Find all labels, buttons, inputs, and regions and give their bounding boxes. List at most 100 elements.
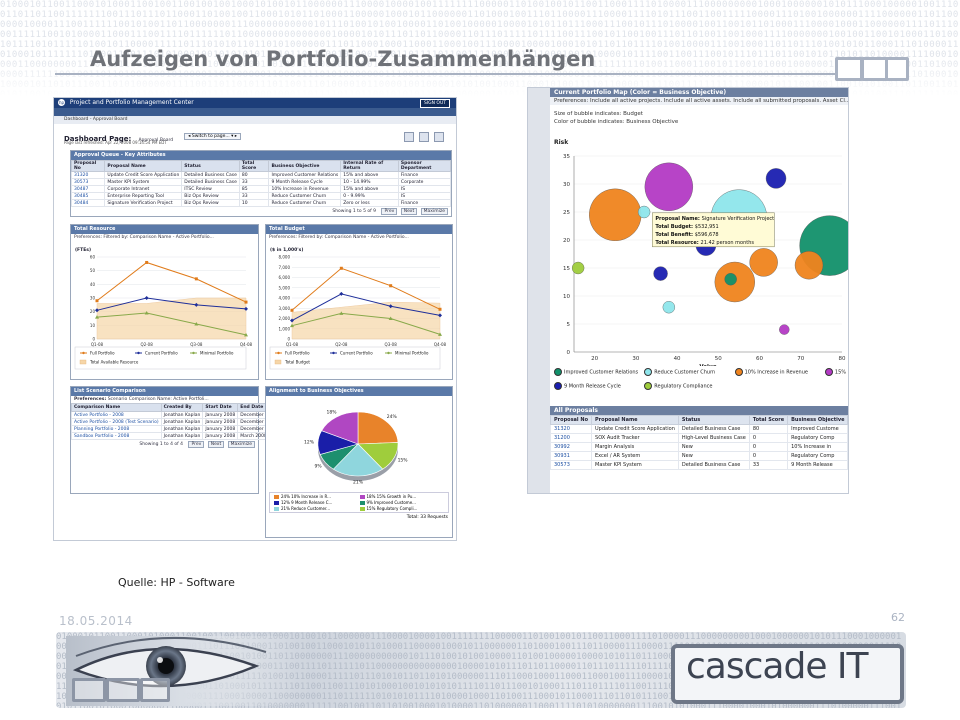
approval-queue-cell: 15% and above (340, 185, 399, 193)
table-row[interactable]: 31200 SOX Audit Tracker High-Level Busines… (549, 433, 848, 443)
data-point (388, 316, 393, 320)
data-point (95, 308, 99, 313)
data-point (438, 313, 442, 318)
x-axis-title: Value (699, 364, 716, 366)
binary-background: 0100010110011000101000110010011001001001… (0, 0, 960, 96)
scenario-cell[interactable]: Active Portfolio - 2008 (Test Scenario) (71, 418, 162, 426)
pie-legend-item: 21% Reduce Customer... (274, 506, 359, 511)
table-row[interactable]: Active Portfolio - 2008 (Test Scenario) J… (71, 418, 280, 426)
table-row[interactable]: 31320 Update Credit Score Application Deta… (549, 424, 848, 434)
sign-out-button[interactable]: SIGN OUT (419, 99, 450, 108)
total-budget-title: Total Budget (266, 225, 452, 234)
legend-swatch (644, 368, 653, 376)
bubble-legend-item: 9 Month Release Cycle (550, 382, 640, 394)
page-number: 62 (891, 611, 905, 624)
legend-swatch (359, 501, 365, 505)
approval-queue-header-3[interactable]: Total Score (238, 160, 270, 172)
edit-icon[interactable] (403, 132, 414, 142)
approval-queue-cell: 80 (238, 171, 270, 179)
table-row[interactable]: 30484 Signature Verification Project Biz O… (70, 199, 452, 207)
y-tick-label: 2,000 (279, 316, 291, 321)
table-row[interactable]: 30487 Corporate Intranet ITSC Review 85 10% … (70, 185, 452, 193)
series-line-2 (291, 312, 441, 335)
all-proposals-cell: High-Level Business Case (677, 433, 750, 443)
table-row[interactable]: Planning Portfolio - 2008 Jonathan Kaplan… (71, 425, 280, 433)
x-tick-label: 30 (632, 356, 639, 362)
portfolio-map-legend: Improved Customer Relations Reduce Custom… (550, 368, 848, 394)
scenario-prev-button[interactable]: Prev (188, 441, 205, 448)
legend-label: Minimal Portfolio (200, 351, 234, 356)
approval-queue-cell[interactable]: 30487 (70, 185, 106, 193)
legend-marker (137, 351, 140, 355)
all-proposals-header-4[interactable]: Business Objective (787, 415, 848, 425)
next-button[interactable]: Next (400, 208, 418, 215)
scenario-header-0[interactable]: Comparison Name (71, 403, 162, 412)
scenario-maximize-button[interactable]: Maximize (227, 441, 255, 448)
scenario-next-button[interactable]: Next (207, 441, 225, 448)
portfolio-map-portlet: Current Portfolio Map (Color = Business … (550, 88, 848, 378)
approval-queue-header-0[interactable]: Proposal No (70, 160, 106, 172)
tooltip-key: Total Resource: (655, 240, 700, 246)
table-row[interactable]: Sandbox Portfolio - 2008 Jonathan Kaplan J… (71, 432, 280, 440)
table-row[interactable]: 30485 Enterprise Reporting Tool Biz Ops Re… (70, 192, 452, 200)
approval-queue-cell[interactable]: 30484 (70, 199, 106, 207)
all-proposals-cell[interactable]: 30573 (549, 460, 593, 470)
approval-queue-cell: Signature Verification Project (104, 199, 183, 207)
approval-queue-header-1[interactable]: Proposal Name (104, 160, 183, 172)
legend-swatch (274, 507, 279, 511)
pie-slice-label: 21% (353, 480, 364, 486)
all-proposals-cell: Update Credit Score Application (591, 424, 679, 434)
approval-queue-header-4[interactable]: Business Objective (268, 160, 342, 172)
switch-page-select[interactable]: ◂ Switch to page... ▾ ▸ (184, 133, 242, 140)
ppm-dashboard-screenshot: hp Project and Portfolio Management Cent… (53, 97, 457, 541)
scenario-cell[interactable]: Planning Portfolio - 2008 (71, 425, 162, 433)
all-proposals-cell[interactable]: 31320 (549, 424, 593, 434)
data-point (144, 296, 149, 300)
table-row[interactable]: 30931 Excel / AR System New 0 Regulatory Com… (549, 451, 848, 461)
all-proposals-cell: 10% Increase in (787, 442, 848, 452)
legend-swatch (644, 382, 653, 390)
approval-queue-cell: Biz Ops Review (181, 199, 240, 207)
all-proposals-cell[interactable]: 31200 (549, 433, 593, 443)
y-tick-label: 6,000 (279, 275, 291, 280)
all-proposals-cell: 0 (748, 451, 789, 461)
approval-queue-header-5[interactable]: Internal Rate of Return (340, 160, 399, 172)
y-tick-label: 30 (90, 296, 96, 301)
table-row[interactable]: 30992 Margin Analysis New 0 10% Increase in (549, 442, 848, 452)
table-row[interactable]: 30573 Master KPI System Detailed Business … (549, 460, 848, 470)
x-tick-label: Q2-08 (335, 342, 348, 347)
bubble (589, 188, 642, 242)
settings-icon[interactable] (434, 132, 444, 142)
approval-queue-header-2[interactable]: Status (181, 160, 240, 172)
portfolio-map-prefs: Preferences: Include all active projects… (550, 97, 848, 105)
scenario-cell[interactable]: Sandbox Portfolio - 2008 (71, 432, 162, 440)
scenario-cell[interactable]: Active Portfolio - 2008 (71, 411, 162, 419)
table-row[interactable]: 30573 Master KPI System Detailed Business … (70, 178, 452, 186)
dashboard-toolbar: Dashboard Page: Approval Board ◂ Switch … (54, 124, 456, 143)
maximize-button[interactable]: Maximize (420, 208, 448, 215)
prev-button[interactable]: Prev (381, 208, 398, 215)
all-proposals-header-2[interactable]: Status (677, 415, 750, 425)
all-proposals-header-1[interactable]: Proposal Name (591, 415, 679, 425)
hp-logo-icon: hp (58, 99, 65, 106)
approval-queue-cell[interactable]: 30485 (70, 192, 106, 200)
series-line-2 (96, 312, 247, 336)
approval-queue-cell: Reduce Customer Churn (268, 192, 342, 200)
total-resource-portlet: Total Resource Preferences: Filtered by:… (70, 224, 259, 380)
scenario-header-2[interactable]: Start Date (202, 403, 239, 412)
approval-queue-cell[interactable]: 30573 (70, 178, 106, 186)
all-proposals-header-0[interactable]: Proposal No (549, 415, 593, 425)
approval-queue-header-6[interactable]: Sponsor Department (397, 160, 452, 172)
refresh-icon[interactable] (418, 132, 429, 142)
all-proposals-cell[interactable]: 30992 (549, 442, 593, 452)
scenario-header-1[interactable]: Created By (160, 403, 204, 412)
all-proposals-header-3[interactable]: Total Score (748, 415, 789, 425)
all-proposals-cell[interactable]: 30931 (549, 451, 593, 461)
pie-legend-item: 12% 9 Month Release C... (274, 500, 359, 505)
table-row[interactable]: Active Portfolio - 2008 Jonathan Kaplan Ja… (71, 411, 280, 419)
legend-label: 18% 15% Growth in Pu... (366, 494, 417, 499)
all-proposals-cell: Regulatory Comp (787, 433, 848, 443)
series-line-0 (96, 261, 247, 303)
approval-queue-cell[interactable]: 31320 (70, 171, 106, 179)
table-row[interactable]: 31320 Update Credit Score Application Deta… (70, 171, 452, 179)
